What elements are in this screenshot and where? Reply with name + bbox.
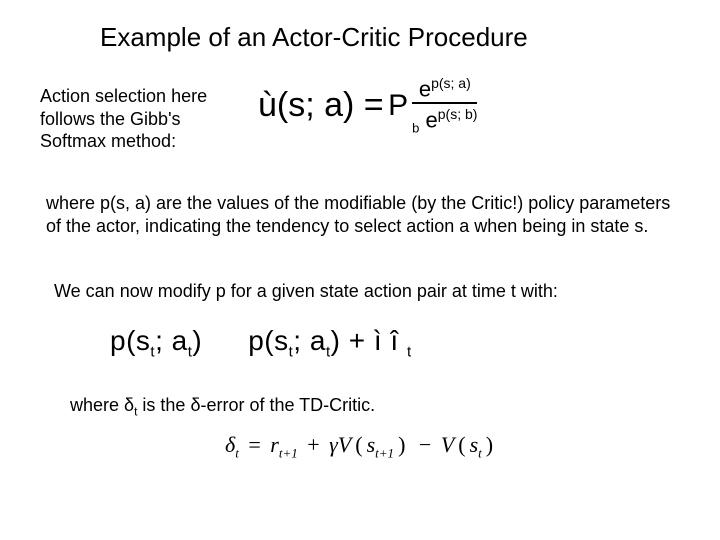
- intro-text: Action selection here follows the Gibb's…: [40, 85, 250, 153]
- p3-b: is the: [137, 395, 190, 415]
- den-e: e: [426, 108, 438, 133]
- f3-delta: δ: [225, 432, 235, 457]
- f3-rp1: ): [398, 432, 405, 457]
- f2-left-p: p(s: [110, 325, 150, 356]
- p3-c: -error of the TD-Critic.: [200, 395, 375, 415]
- f3-s2-sub: t: [478, 445, 482, 460]
- p3-delta2: δ: [190, 395, 200, 415]
- f3-s2: s: [470, 432, 479, 457]
- formula-fraction: ep(s; a) b ep(s; b): [412, 75, 477, 136]
- f3-s1: s: [367, 432, 376, 457]
- f3-V2: V: [441, 432, 454, 457]
- slide: Example of an Actor-Critic Procedure Act…: [0, 0, 720, 540]
- formula-lhs: ù(s; a) =: [258, 86, 384, 125]
- formula-P: P: [388, 89, 408, 123]
- paragraph-2: We can now modify p for a given state ac…: [54, 280, 674, 303]
- f2-left-close: ): [192, 325, 202, 356]
- formula-denominator: b ep(s; b): [412, 104, 477, 136]
- f2-left-a: ; a: [155, 325, 188, 356]
- f3-eq: =: [243, 432, 266, 457]
- paragraph-1: where p(s, a) are the values of the modi…: [46, 192, 676, 237]
- f3-plus: +: [302, 432, 325, 457]
- f2-right-p: p(s: [248, 325, 288, 356]
- slide-title: Example of an Actor-Critic Procedure: [100, 22, 528, 53]
- f3-lp1: (: [355, 432, 362, 457]
- p3-a: where: [70, 395, 124, 415]
- num-e: e: [419, 76, 431, 101]
- formula-numerator: ep(s; a): [412, 75, 477, 104]
- f3-lp2: (: [458, 432, 465, 457]
- f2-right3-sub: t: [407, 344, 412, 361]
- num-exp: p(s; a): [431, 75, 471, 91]
- p3-delta1: δ: [124, 395, 134, 415]
- den-exp: p(s; b): [438, 106, 478, 122]
- f3-s1-sub: t+1: [375, 445, 394, 460]
- f3-delta-sub: t: [235, 445, 239, 460]
- softmax-formula: ù(s; a) = P ep(s; a) b ep(s; b): [258, 75, 477, 136]
- f3-gamma: γ: [329, 432, 338, 457]
- f3-rp2: ): [486, 432, 493, 457]
- f3-r: r: [270, 432, 279, 457]
- f3-V1: V: [338, 432, 351, 457]
- den-sum-sub: b: [412, 121, 419, 136]
- f3-minus: −: [413, 432, 436, 457]
- f2-right-rest: ) + ì î: [331, 325, 407, 356]
- update-formula: p(st; at)p(st; at) + ì î t: [110, 325, 412, 361]
- td-error-formula: δt = rt+1 + γV(st+1) − V(st): [225, 432, 497, 461]
- f2-right-a: ; a: [293, 325, 326, 356]
- f3-r-sub: t+1: [279, 445, 298, 460]
- paragraph-3: where δt is the δ-error of the TD-Critic…: [70, 395, 375, 419]
